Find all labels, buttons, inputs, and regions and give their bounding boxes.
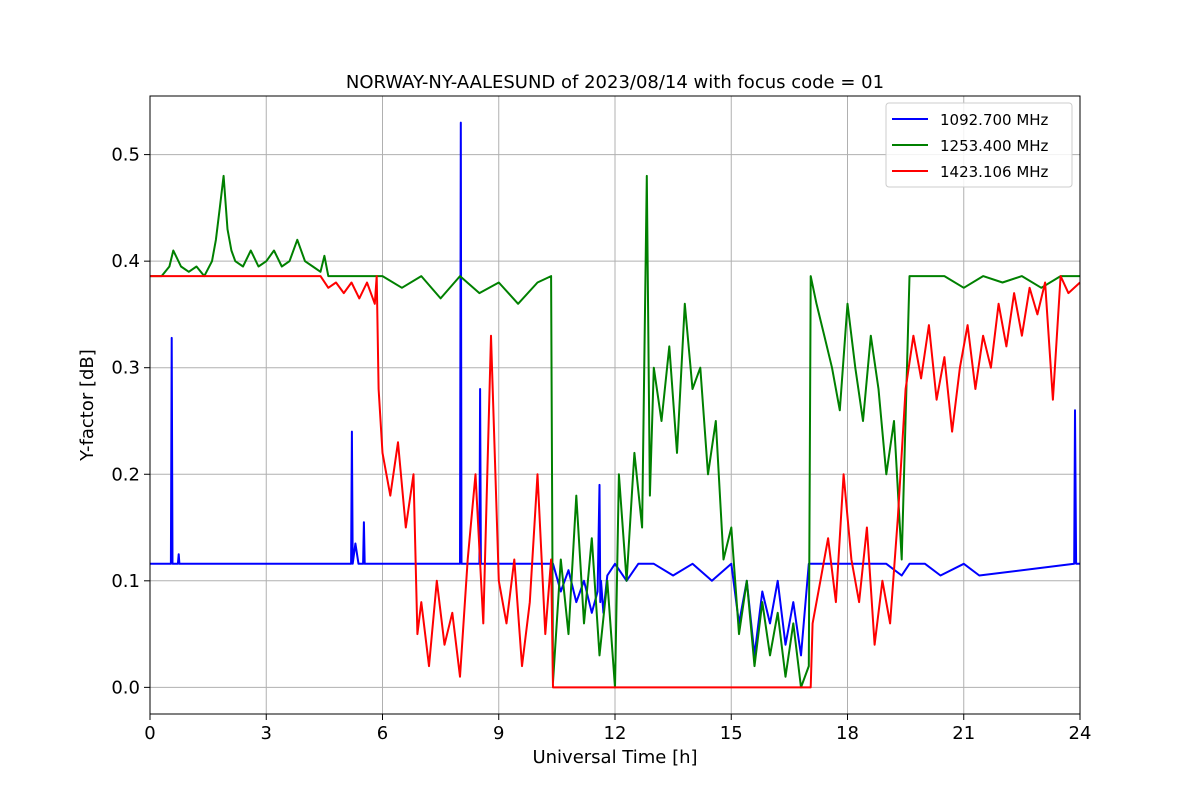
y-tick-label: 0.2 — [111, 464, 140, 485]
plot-area — [150, 121, 1081, 689]
x-tick-label: 12 — [604, 723, 627, 744]
x-tick-label: 15 — [720, 723, 743, 744]
legend: 1092.700 MHz 1253.400 MHz 1423.106 MHz — [885, 102, 1073, 188]
legend-label: 1253.400 MHz — [940, 137, 1049, 155]
y-tick-label: 0.4 — [111, 251, 140, 272]
y-tick-label: 0.1 — [111, 571, 140, 592]
y-tick-label: 0.5 — [111, 145, 140, 166]
x-tick-label: 18 — [836, 723, 859, 744]
series-line-1253-400-mhz — [150, 174, 1080, 689]
x-tick-label: 6 — [377, 723, 388, 744]
chart-title: NORWAY-NY-AALESUND of 2023/08/14 with fo… — [346, 72, 884, 93]
x-tick-label: 0 — [144, 723, 155, 744]
series-line-1423-106-mhz — [150, 275, 1081, 689]
x-axis-label: Universal Time [h] — [532, 747, 697, 768]
y-axis-ticks: 0.0 0.1 0.2 0.3 0.4 0.5 — [111, 145, 150, 698]
legend-label: 1092.700 MHz — [940, 111, 1049, 129]
legend-box — [885, 102, 1073, 188]
legend-label: 1423.106 MHz — [940, 163, 1049, 181]
y-tick-label: 0.0 — [111, 677, 140, 698]
x-axis-ticks: 0 3 6 9 12 15 18 21 24 — [144, 714, 1091, 744]
x-tick-label: 21 — [952, 723, 975, 744]
x-tick-label: 24 — [1069, 723, 1092, 744]
y-axis-label: Y-factor [dB] — [77, 349, 98, 462]
x-tick-label: 9 — [493, 723, 504, 744]
y-tick-label: 0.3 — [111, 358, 140, 379]
x-tick-label: 3 — [261, 723, 272, 744]
